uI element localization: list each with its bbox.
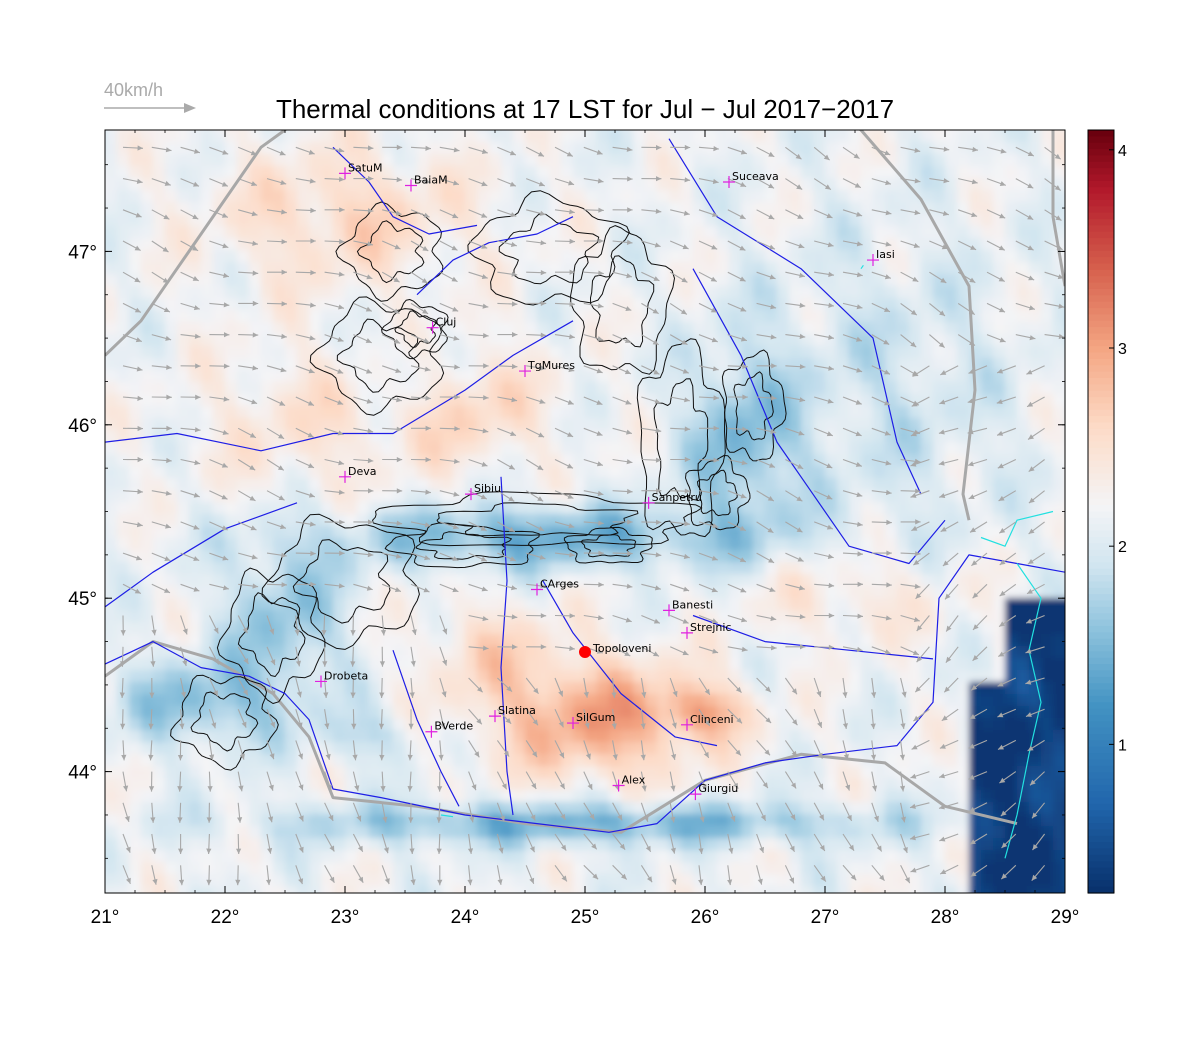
station-label-strejnic: Strejnic [690, 621, 731, 634]
station-marker-deva [339, 470, 351, 483]
lat-tick-label: 45° [68, 589, 97, 610]
station-label-clinceni: Clinceni [690, 713, 734, 726]
station-marker-baiam [405, 179, 417, 192]
station-markers: SatuM BaiaM Suceava Iasi Cluj TgMures Deva Sibi… [315, 161, 895, 801]
lon-tick-label: 21° [91, 907, 120, 928]
station-marker-carges [531, 583, 543, 596]
lon-tick-label: 26° [691, 907, 720, 928]
lon-tick-label: 22° [211, 907, 240, 928]
lon-tick-label: 24° [451, 907, 480, 928]
station-label-banesti: Banesti [672, 598, 713, 611]
wind-scale-label: 40km/h [104, 80, 164, 100]
station-marker-sibiu [465, 488, 477, 501]
colorbar-tick-label: 4 [1118, 143, 1127, 160]
lon-tick-label: 28° [931, 907, 960, 928]
station-marker-strejnic [681, 626, 693, 639]
elevation-contours [170, 190, 787, 771]
station-marker-sanpetru [642, 496, 655, 509]
station-marker-suceava [723, 176, 735, 189]
station-marker-bverde [425, 725, 438, 738]
station-marker-cluj [426, 321, 439, 334]
lon-tick-label: 25° [571, 907, 600, 928]
station-marker-alex [612, 779, 625, 792]
station-label-baiam: BaiaM [414, 173, 448, 186]
wind-arrows [119, 144, 1065, 886]
station-label-suceava: Suceava [732, 170, 779, 183]
lon-tick-label: 23° [331, 907, 360, 928]
station-label-slatina: Slatina [498, 704, 536, 717]
lon-tick-label: 29° [1051, 907, 1080, 928]
topoloveni-label: Topoloveni [592, 642, 651, 655]
station-marker-drobeta [315, 675, 327, 688]
colorbar-tick-label: 1 [1118, 737, 1127, 754]
station-label-drobeta: Drobeta [324, 669, 368, 682]
station-label-tgmures: TgMures [527, 359, 575, 372]
station-label-sanpetru: Sanpetru [652, 491, 702, 504]
station-label-cluj: Cluj [436, 316, 457, 329]
station-label-bverde: BVerde [434, 720, 473, 733]
station-label-iasi: Iasi [876, 248, 895, 261]
station-marker-silgum [567, 717, 579, 730]
colorbar: 1 2 3 4 [1087, 129, 1127, 894]
station-marker-clinceni [681, 718, 693, 731]
colorbar-tick-label: 2 [1118, 539, 1127, 556]
station-marker-satum [339, 167, 351, 180]
station-label-carges: CArges [540, 578, 579, 591]
station-label-satum: SatuM [348, 161, 383, 174]
thermal-field [105, 130, 1065, 893]
lon-tick-label: 27° [811, 907, 840, 928]
topoloveni-marker [579, 645, 591, 658]
station-marker-slatina [489, 710, 501, 723]
map-axes: 21° 22° 23° 24° 25° 26° 27° 28° 29° 44° 45° 46° 47° [68, 130, 1079, 928]
lat-tick-label: 46° [68, 416, 97, 437]
station-marker-banesti [663, 604, 675, 617]
station-label-silgum: SilGum [576, 711, 615, 724]
station-label-alex: Alex [622, 773, 646, 786]
station-marker-tgmures [519, 365, 531, 378]
wind-scale-key: 40km/h [104, 80, 204, 116]
lakes-coastline [440, 264, 1054, 859]
colorbar-tick-label: 3 [1118, 341, 1127, 358]
station-label-deva: Deva [348, 465, 377, 478]
map-title: Thermal conditions at 17 LST for Jul − J… [275, 94, 895, 124]
station-marker-giurgiu [689, 788, 702, 801]
wind-scale-arrow-icon [104, 103, 196, 113]
lat-tick-label: 44° [68, 763, 97, 784]
station-marker-iasi [867, 254, 879, 267]
station-label-giurgiu: Giurgiu [698, 782, 738, 795]
station-label-sibiu: Sibiu [474, 482, 501, 495]
lat-tick-label: 47° [68, 242, 97, 263]
